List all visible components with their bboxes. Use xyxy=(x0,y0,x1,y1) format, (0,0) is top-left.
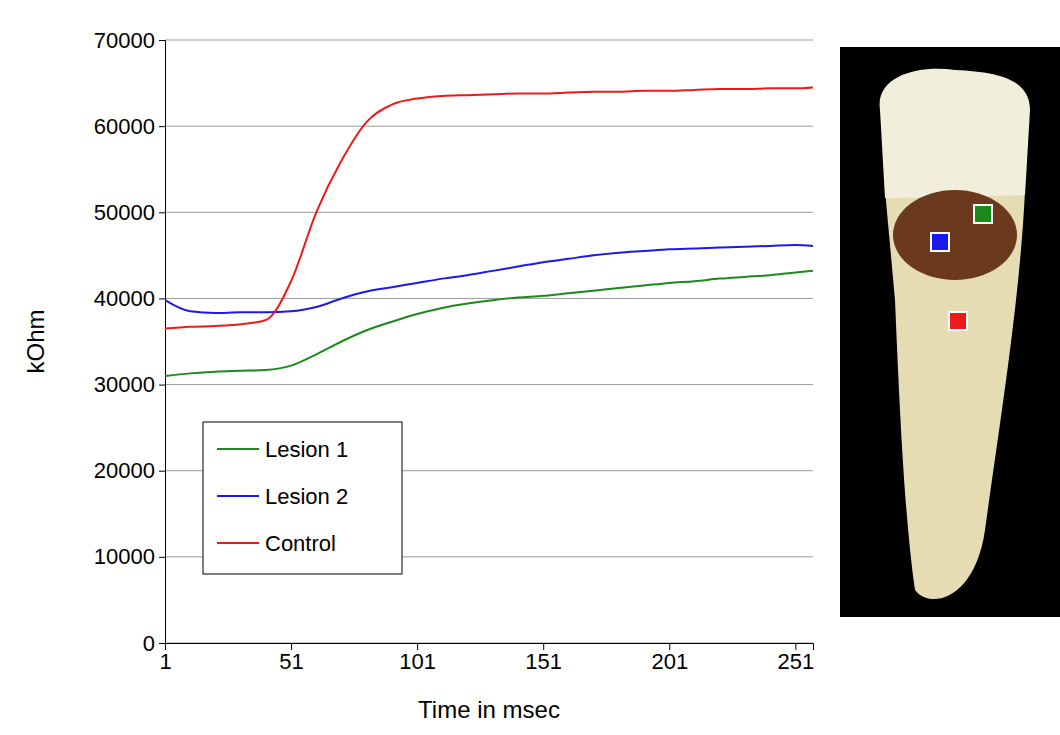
y-tick-mark xyxy=(159,385,165,386)
tooth-photo xyxy=(840,47,1060,617)
chart: 0100002000030000400005000060000700001511… xyxy=(0,0,1060,735)
legend-swatch xyxy=(217,448,259,450)
x-tick: 251 xyxy=(777,643,814,674)
measure-spot xyxy=(931,233,949,251)
y-tick: 40000 xyxy=(94,286,165,311)
photo-background xyxy=(840,47,1060,617)
y-axis: 0 10000 20000 30000 40000 50000 60000 70000 xyxy=(94,28,166,656)
grid-line xyxy=(165,40,813,41)
y-axis-line xyxy=(159,41,166,644)
legend-box xyxy=(203,422,402,574)
y-tick-label: 50000 xyxy=(94,200,155,225)
series-line xyxy=(165,87,813,328)
tooth-root xyxy=(885,190,1025,599)
x-tick-label: 101 xyxy=(399,649,436,674)
x-tick-label: 51 xyxy=(279,649,303,674)
y-tick-label: 60000 xyxy=(94,114,155,139)
x-tick: 51 xyxy=(279,643,303,674)
y-tick-mark xyxy=(159,126,165,127)
x-tick: 1 xyxy=(159,643,171,674)
x-tick-label: 1 xyxy=(159,649,171,674)
y-tick: 10000 xyxy=(94,544,165,569)
legend-label: Control xyxy=(265,531,336,556)
grid xyxy=(165,40,813,643)
x-tick-label: 201 xyxy=(651,649,688,674)
x-tick: 201 xyxy=(651,643,688,674)
tooth-crown xyxy=(880,69,1030,198)
y-tick: 20000 xyxy=(94,458,165,483)
y-tick: 30000 xyxy=(94,372,165,397)
measure-spot xyxy=(974,205,992,223)
y-tick-mark xyxy=(159,212,165,213)
x-axis-title: Time in msec xyxy=(418,696,560,723)
y-tick-mark xyxy=(159,298,165,299)
y-tick-label: 20000 xyxy=(94,458,155,483)
y-tick-label: 30000 xyxy=(94,372,155,397)
grid-line xyxy=(165,126,813,127)
y-tick-label: 70000 xyxy=(94,28,155,53)
legend-label: Lesion 2 xyxy=(265,484,348,509)
y-tick: 60000 xyxy=(94,114,165,139)
y-tick-mark xyxy=(159,471,165,472)
y-axis-title: kOhm xyxy=(22,309,49,373)
y-tick: 50000 xyxy=(94,200,165,225)
series-line xyxy=(165,271,813,376)
plot-lines xyxy=(165,87,813,376)
series-line xyxy=(165,245,813,313)
legend: Lesion 1 Lesion 2 Control xyxy=(203,422,402,574)
x-tick: 101 xyxy=(399,643,436,674)
grid-line xyxy=(165,384,813,385)
x-axis-line xyxy=(166,644,814,651)
x-tick-label: 151 xyxy=(525,649,562,674)
y-tick-label: 10000 xyxy=(94,544,155,569)
x-tick: 151 xyxy=(525,643,562,674)
x-axis: 151101151201251 xyxy=(159,643,814,674)
y-tick-label: 40000 xyxy=(94,286,155,311)
y-tick-mark xyxy=(159,643,165,644)
y-tick-mark xyxy=(159,557,165,558)
y-tick: 70000 xyxy=(94,28,165,53)
x-tick-label: 251 xyxy=(777,649,814,674)
grid-line xyxy=(165,298,813,299)
legend-label: Lesion 1 xyxy=(265,437,348,462)
legend-swatch xyxy=(217,542,259,544)
tooth-lesion xyxy=(893,190,1017,280)
grid-line xyxy=(165,212,813,213)
measure-spot xyxy=(949,312,967,330)
y-tick-mark xyxy=(159,40,165,41)
legend-swatch xyxy=(217,495,259,497)
y-tick-label: 0 xyxy=(143,631,155,656)
